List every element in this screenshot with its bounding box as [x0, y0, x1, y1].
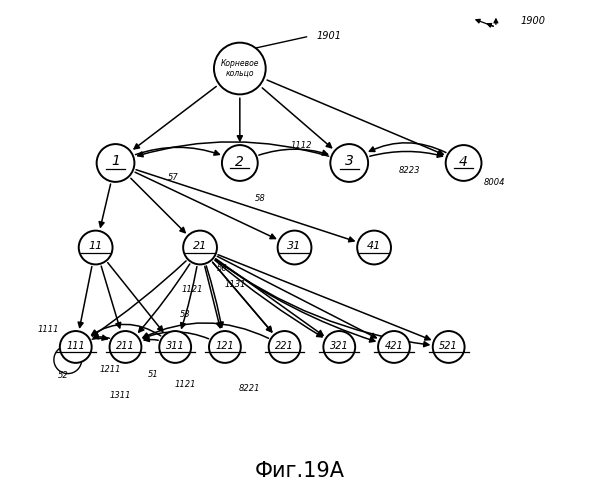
Circle shape — [269, 331, 301, 363]
Text: 58: 58 — [255, 194, 265, 203]
Text: 1: 1 — [111, 154, 120, 168]
Text: 4: 4 — [459, 154, 468, 168]
Text: 51: 51 — [147, 370, 158, 379]
Text: 2: 2 — [235, 154, 244, 168]
Circle shape — [432, 331, 465, 363]
Text: 31: 31 — [288, 241, 302, 251]
Text: Корневое
кольцо: Корневое кольцо — [220, 59, 259, 78]
Text: 111: 111 — [66, 340, 85, 350]
Text: 3: 3 — [345, 154, 353, 168]
Circle shape — [60, 331, 92, 363]
Text: 121: 121 — [216, 340, 234, 350]
Text: 1112: 1112 — [291, 141, 311, 150]
Text: 56: 56 — [217, 264, 228, 274]
Circle shape — [222, 145, 258, 181]
Circle shape — [323, 331, 355, 363]
Text: 1131: 1131 — [224, 280, 246, 289]
Text: 21: 21 — [193, 241, 207, 251]
Circle shape — [96, 144, 134, 182]
Text: Фиг.19А: Фиг.19А — [255, 462, 344, 481]
Text: 52: 52 — [58, 371, 69, 380]
Text: 1111: 1111 — [38, 325, 59, 334]
Text: 1121: 1121 — [182, 286, 203, 294]
Circle shape — [183, 230, 217, 264]
Text: 8221: 8221 — [239, 384, 261, 392]
Text: 8004: 8004 — [483, 178, 505, 188]
Text: 1901: 1901 — [317, 31, 342, 41]
Circle shape — [330, 144, 368, 182]
Text: 41: 41 — [367, 241, 381, 251]
Text: 421: 421 — [385, 340, 403, 350]
Circle shape — [209, 331, 241, 363]
Text: 1121: 1121 — [174, 380, 196, 389]
Text: 1311: 1311 — [110, 390, 131, 400]
Circle shape — [378, 331, 410, 363]
Circle shape — [357, 230, 391, 264]
Text: 1211: 1211 — [100, 365, 122, 374]
Circle shape — [446, 145, 482, 181]
Text: 311: 311 — [166, 340, 184, 350]
Text: 321: 321 — [330, 340, 349, 350]
Text: 11: 11 — [89, 241, 103, 251]
Circle shape — [277, 230, 311, 264]
Circle shape — [78, 230, 113, 264]
Text: 1900: 1900 — [521, 16, 546, 26]
Text: 57: 57 — [167, 174, 178, 182]
Circle shape — [214, 42, 266, 94]
Text: 521: 521 — [439, 340, 458, 350]
Circle shape — [159, 331, 191, 363]
Text: 221: 221 — [275, 340, 294, 350]
Text: 211: 211 — [116, 340, 135, 350]
Text: 53: 53 — [180, 310, 190, 319]
Circle shape — [110, 331, 141, 363]
Text: 8223: 8223 — [399, 166, 420, 175]
